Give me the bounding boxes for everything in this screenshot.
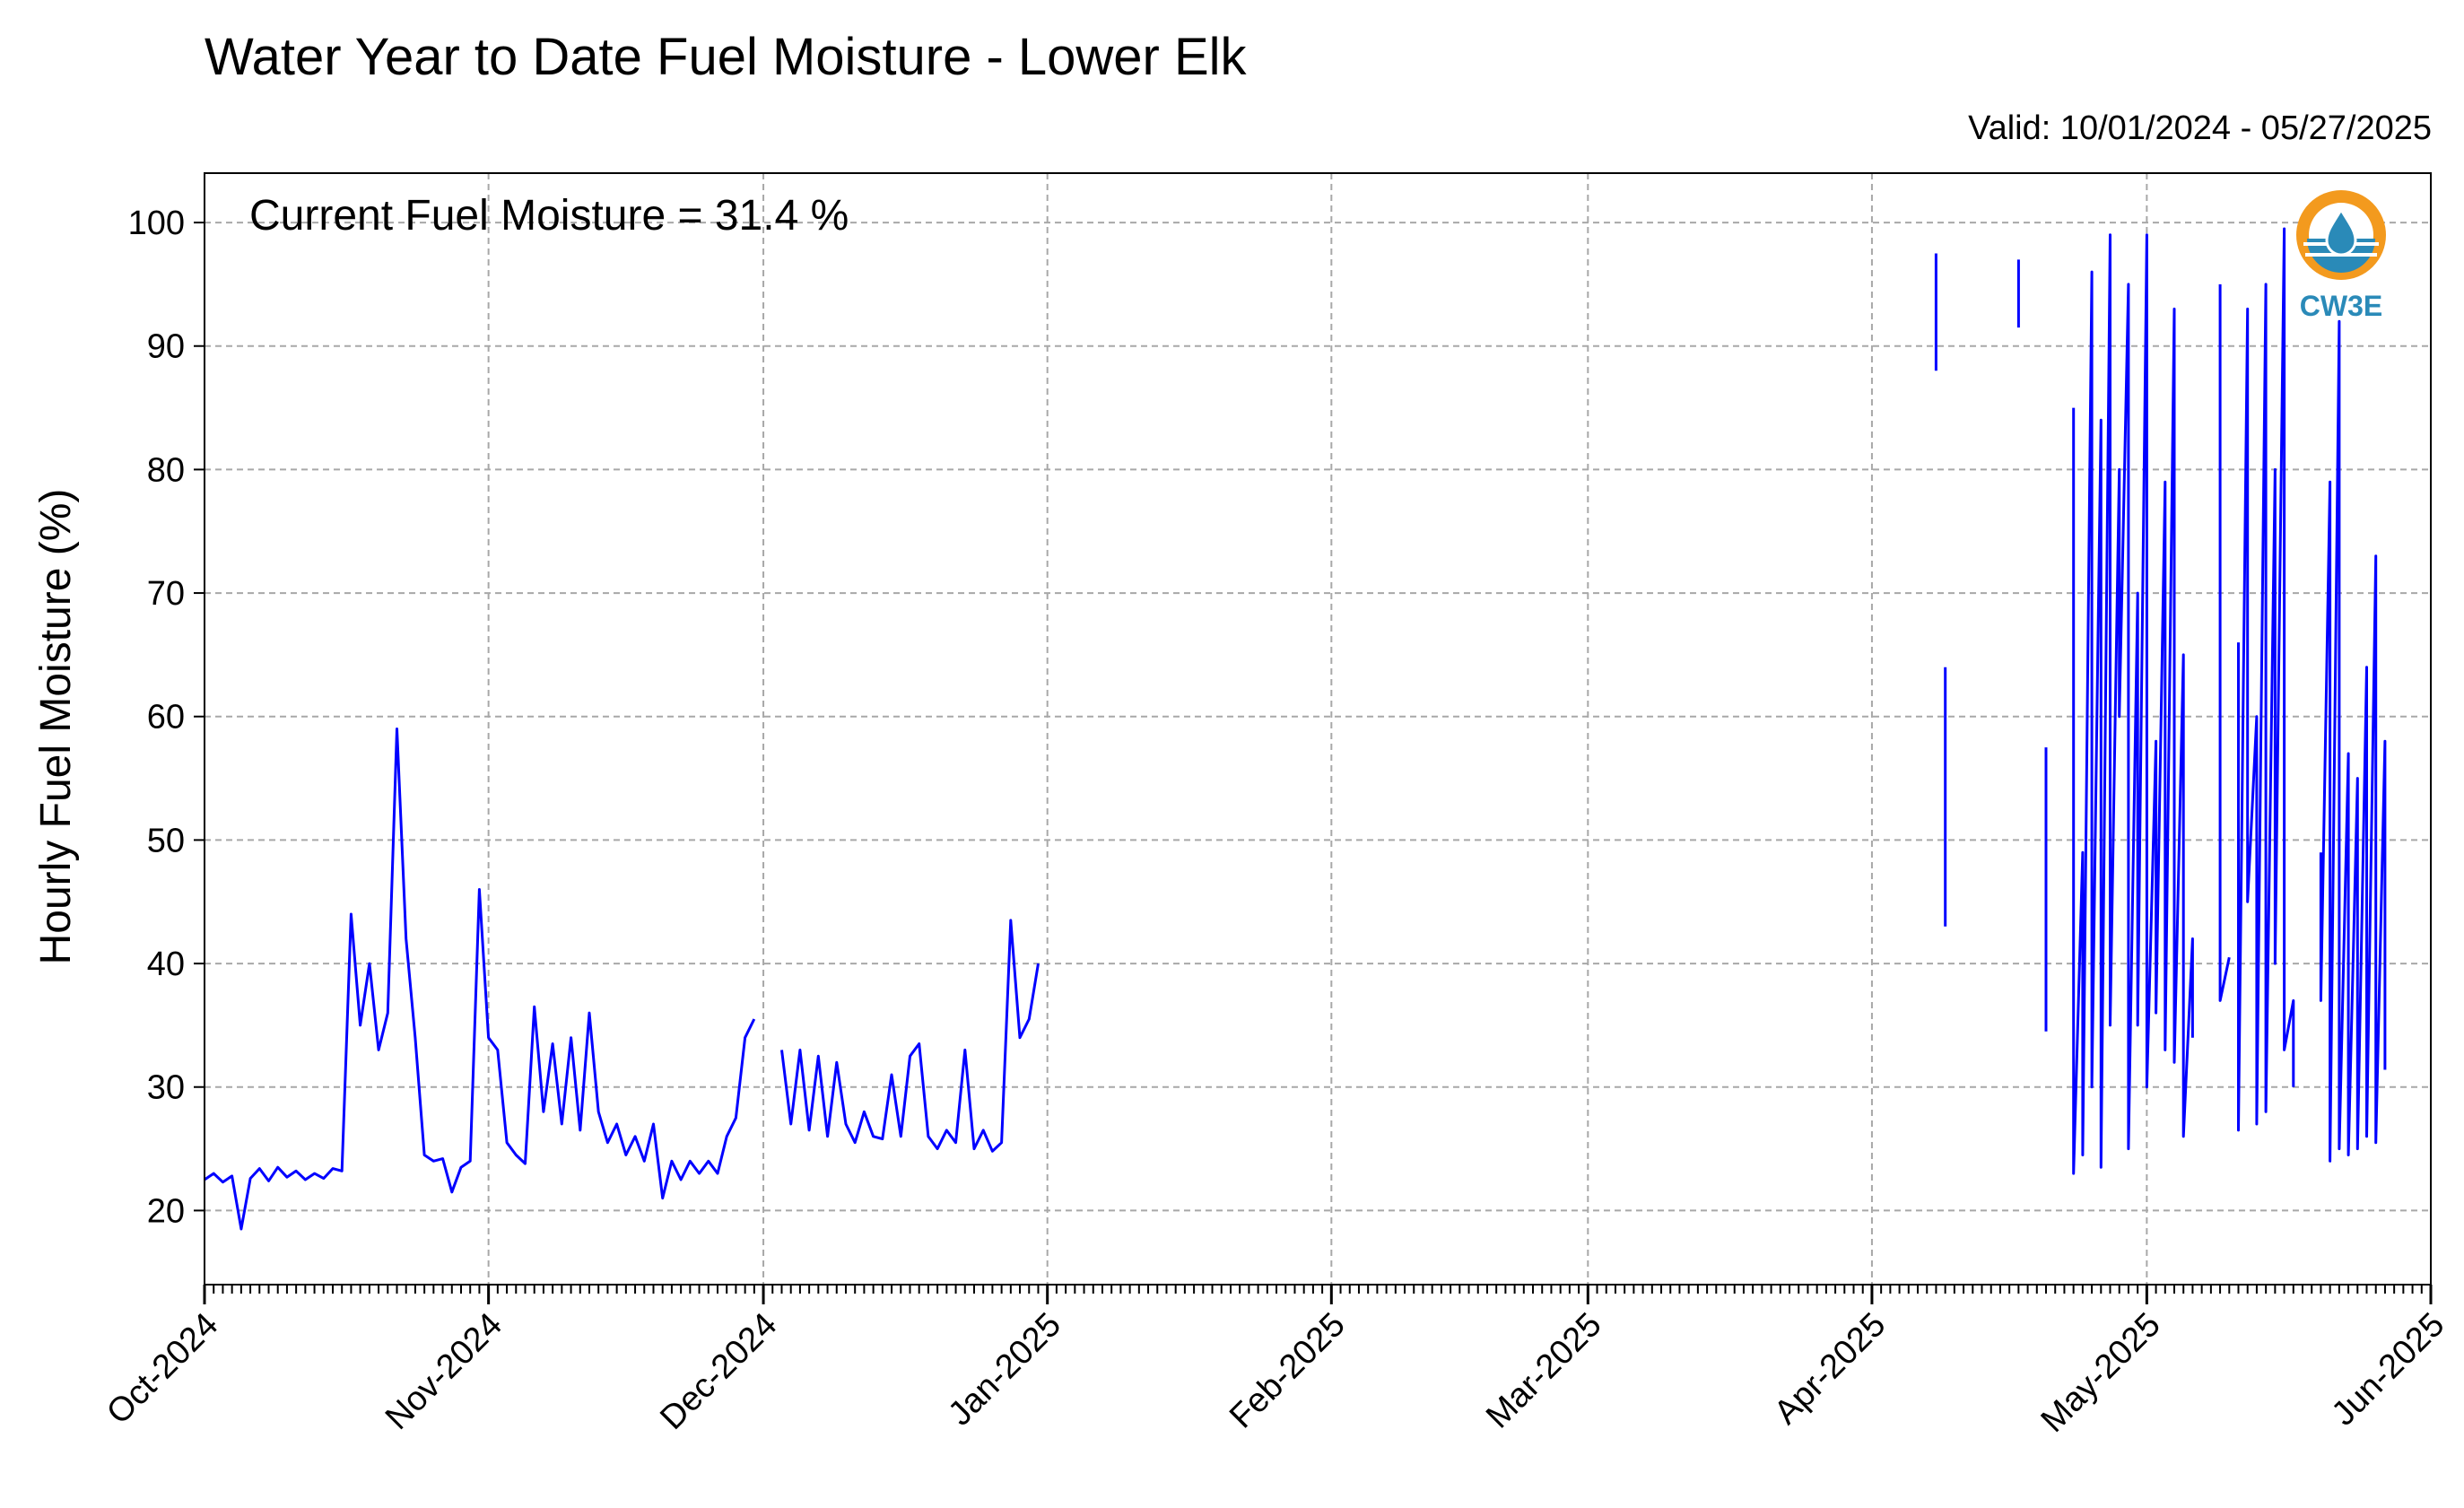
series-line-segment-6 bbox=[2072, 233, 2194, 1175]
y-tick-label: 60 bbox=[147, 699, 185, 737]
x-tick-label: Feb-2025 bbox=[1223, 1306, 1353, 1436]
grid-lines bbox=[204, 173, 2432, 1285]
x-tick-label: Mar-2025 bbox=[1479, 1306, 1609, 1436]
y-tick-label: 40 bbox=[147, 946, 185, 983]
series-line-segment-0 bbox=[204, 728, 756, 1231]
x-tick-label: Jun-2025 bbox=[2325, 1306, 2452, 1434]
y-tick-label: 80 bbox=[147, 451, 185, 489]
y-tick-label: 100 bbox=[128, 205, 185, 242]
cw3e-logo-icon: CW3E bbox=[2296, 190, 2386, 322]
x-tick-label: Apr-2025 bbox=[1767, 1306, 1893, 1432]
x-tick-label: Jan-2025 bbox=[941, 1306, 1068, 1434]
axes: 20 30 40 50 60 70 80 90 100 Oct-2024 Nov-2024 Dec-2… bbox=[100, 205, 2451, 1440]
valid-date-range: Valid: 10/01/2024 - 05/27/2025 bbox=[1968, 109, 2432, 147]
y-axis-label: Hourly Fuel Moisture (%) bbox=[32, 489, 80, 965]
plot-frame bbox=[204, 172, 2432, 1286]
y-tick-label: 70 bbox=[147, 575, 185, 613]
chart-title: Water Year to Date Fuel Moisture - Lower… bbox=[205, 28, 1247, 86]
series-line-segment-7 bbox=[2218, 283, 2231, 1002]
x-tick-label: Dec-2024 bbox=[653, 1306, 784, 1437]
y-tick-label: 30 bbox=[147, 1069, 185, 1107]
y-tick-label: 90 bbox=[147, 328, 185, 366]
series-line-segment-1 bbox=[780, 919, 1040, 1153]
series-line-segment-9 bbox=[2319, 319, 2387, 1163]
current-value-annotation: Current Fuel Moisture = 31.4 % bbox=[249, 192, 849, 240]
y-tick-label: 20 bbox=[147, 1192, 185, 1230]
data-series bbox=[204, 227, 2387, 1231]
logo-text: CW3E bbox=[2300, 290, 2382, 322]
series-line-segment-8 bbox=[2237, 227, 2295, 1132]
x-tick-label: Nov-2024 bbox=[379, 1306, 509, 1437]
x-tick-label: May-2025 bbox=[2034, 1306, 2168, 1440]
y-tick-label: 50 bbox=[147, 822, 185, 859]
x-tick-label: Oct-2024 bbox=[100, 1306, 225, 1432]
